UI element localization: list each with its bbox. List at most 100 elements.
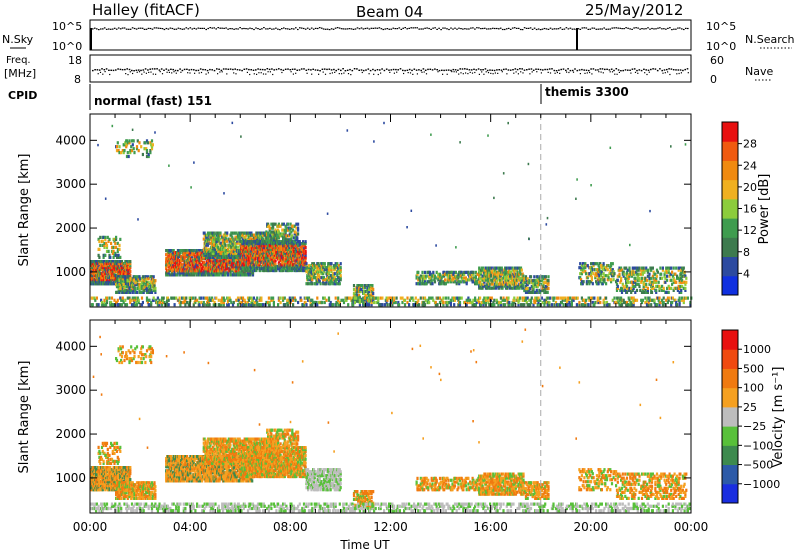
heatmap-cell bbox=[253, 259, 256, 263]
heatmap-cell bbox=[117, 253, 120, 257]
heatmap-cell bbox=[226, 239, 229, 243]
nsky-point bbox=[219, 27, 221, 29]
heatmap-cell bbox=[118, 243, 121, 247]
heatmap-cell bbox=[199, 273, 202, 277]
heatmap-cell bbox=[289, 247, 292, 251]
freq-point bbox=[160, 68, 163, 70]
heatmap-cell bbox=[248, 267, 251, 271]
nsky-point bbox=[681, 28, 683, 30]
nsky-point bbox=[251, 28, 253, 30]
heatmap-cell bbox=[281, 265, 284, 269]
heatmap-cell bbox=[330, 262, 333, 266]
heatmap-cell bbox=[187, 251, 190, 255]
heatmap-cell bbox=[237, 251, 240, 255]
heatmap-cell bbox=[241, 261, 245, 265]
heatmap-cell bbox=[174, 263, 177, 267]
heatmap-cell bbox=[447, 276, 450, 280]
heatmap-cell bbox=[457, 276, 460, 280]
nsky-point bbox=[215, 28, 217, 30]
heatmap-cell bbox=[364, 289, 367, 294]
heatmap-cell bbox=[179, 273, 182, 277]
heatmap-cell bbox=[119, 270, 122, 274]
heatmap-cell bbox=[433, 280, 437, 284]
nsky-point bbox=[470, 27, 472, 29]
heatmap-cell bbox=[304, 245, 307, 250]
heatmap-cell bbox=[277, 230, 280, 234]
heatmap-cell bbox=[338, 282, 341, 286]
freq-point bbox=[140, 69, 142, 72]
heatmap-cell bbox=[129, 270, 132, 274]
heatmap-cell bbox=[219, 253, 222, 257]
nsky-point bbox=[595, 28, 598, 30]
nave-point bbox=[469, 71, 471, 73]
heatmap-cell bbox=[317, 266, 320, 270]
heatmap-cell bbox=[281, 232, 284, 236]
nsky-point bbox=[659, 27, 661, 29]
heatmap-cell bbox=[455, 282, 458, 286]
heatmap-cell bbox=[182, 271, 185, 275]
heatmap-cell bbox=[227, 237, 230, 241]
freq-point bbox=[480, 69, 482, 71]
heatmap-cell bbox=[206, 233, 209, 237]
heatmap-cell bbox=[228, 255, 231, 259]
beam-title: Beam 04 bbox=[356, 3, 423, 21]
heatmap-cell bbox=[176, 257, 179, 261]
heatmap-cell bbox=[116, 279, 119, 283]
freq-point bbox=[372, 68, 374, 71]
heatmap-cell bbox=[224, 235, 227, 239]
nsky-point bbox=[340, 28, 343, 30]
heatmap-cell bbox=[142, 283, 145, 287]
heatmap-cell bbox=[122, 285, 125, 289]
freq-point bbox=[500, 69, 503, 71]
freq-point bbox=[349, 68, 351, 71]
heatmap-cell bbox=[227, 245, 230, 249]
heatmap-cell bbox=[236, 261, 240, 265]
heatmap-cell bbox=[250, 267, 253, 271]
nave-point bbox=[253, 73, 255, 75]
nsky-point bbox=[221, 27, 223, 29]
heatmap-cell bbox=[474, 278, 477, 282]
heatmap-cell bbox=[333, 268, 336, 272]
nave-point bbox=[389, 71, 391, 73]
heatmap-cell bbox=[203, 261, 206, 265]
heatmap-cell bbox=[205, 245, 208, 249]
nsky-point bbox=[432, 27, 434, 29]
nave-point bbox=[481, 71, 483, 73]
nsky-point bbox=[161, 28, 164, 30]
heatmap-cell bbox=[212, 235, 215, 239]
heatmap-cell bbox=[221, 253, 225, 257]
heatmap-cell bbox=[492, 272, 495, 276]
heatmap-cell bbox=[152, 275, 155, 279]
heatmap-cell bbox=[272, 226, 275, 230]
heatmap-cell bbox=[500, 268, 503, 272]
heatmap-cell bbox=[236, 241, 239, 245]
heatmap-cell bbox=[245, 261, 248, 265]
heatmap-cell bbox=[138, 286, 141, 291]
heatmap-cell bbox=[497, 270, 500, 274]
heatmap-cell bbox=[110, 241, 113, 245]
heatmap-cell bbox=[314, 270, 317, 274]
nsky-point bbox=[498, 28, 500, 30]
freq-point bbox=[379, 69, 381, 71]
heatmap-cell bbox=[281, 261, 284, 265]
freq-tick-high: 18 bbox=[68, 54, 82, 67]
heatmap-cell bbox=[474, 282, 477, 286]
heatmap-cell bbox=[271, 230, 274, 234]
heatmap-cell bbox=[458, 280, 461, 284]
nsky-point bbox=[169, 27, 172, 29]
nsky-point bbox=[115, 28, 118, 30]
heatmap-cell bbox=[478, 272, 481, 276]
heatmap-cell bbox=[236, 265, 240, 269]
freq-point bbox=[310, 69, 312, 71]
nsky-point bbox=[191, 28, 194, 30]
heatmap-cell bbox=[98, 270, 101, 274]
heatmap-cell bbox=[188, 259, 191, 263]
nave-point bbox=[547, 71, 549, 73]
nave-point bbox=[341, 73, 343, 75]
heatmap-cell bbox=[269, 249, 272, 253]
heatmap-cell bbox=[140, 277, 144, 281]
heatmap-cell bbox=[245, 233, 248, 237]
heatmap-cell bbox=[167, 271, 170, 275]
heatmap-cell bbox=[109, 278, 112, 282]
heatmap-cell bbox=[261, 245, 264, 249]
